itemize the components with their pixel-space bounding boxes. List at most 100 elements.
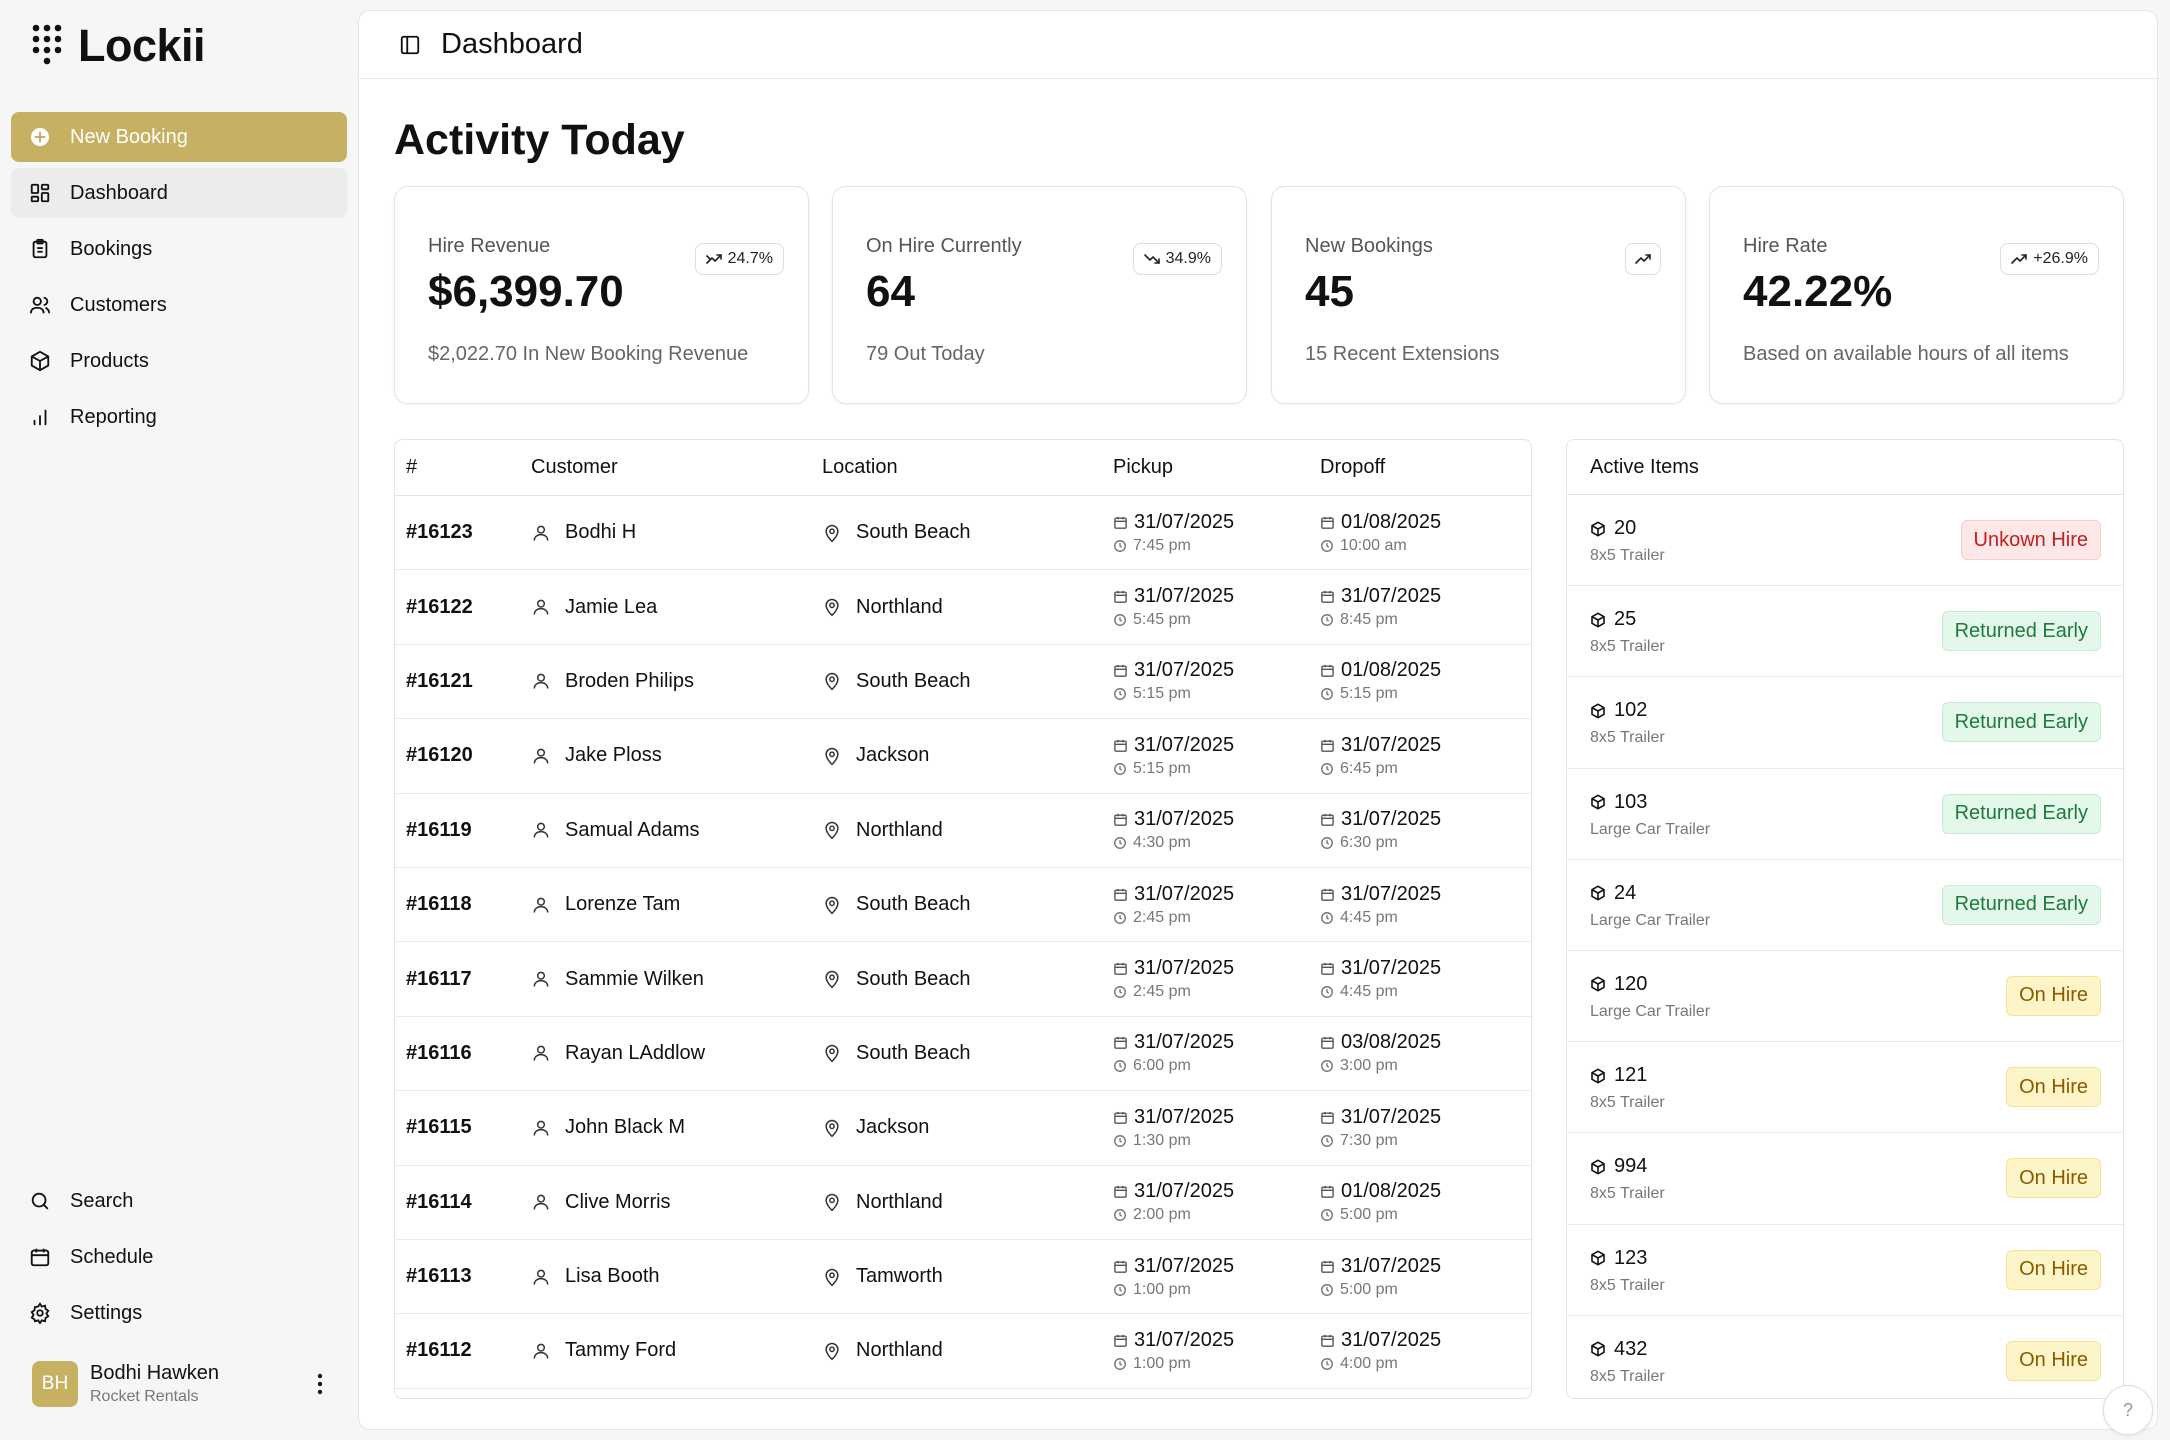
sidebar-item-reporting[interactable]: Reporting bbox=[11, 392, 347, 442]
customer-name[interactable]: Jamie Lea bbox=[565, 595, 658, 618]
list-item[interactable]: 994 8x5 Trailer On Hire bbox=[1567, 1133, 2123, 1225]
box-icon bbox=[1591, 1068, 1605, 1084]
dropoff-cell: 31/07/2025 4:45 pm bbox=[1320, 883, 1520, 927]
column-header-customer[interactable]: Customer bbox=[531, 456, 618, 478]
clock-icon bbox=[1321, 1283, 1333, 1296]
map-pin-icon bbox=[825, 1045, 839, 1063]
list-item[interactable]: 123 8x5 Trailer On Hire bbox=[1567, 1225, 2123, 1316]
list-item[interactable]: 120 Large Car Trailer On Hire bbox=[1567, 951, 2123, 1043]
sidebar-item-schedule[interactable]: Schedule bbox=[11, 1232, 347, 1282]
dropoff-date: 31/07/2025 bbox=[1341, 1254, 1442, 1277]
customer-name[interactable]: Jake Ploss bbox=[565, 744, 662, 767]
list-item[interactable]: 25 8x5 Trailer Returned Early bbox=[1567, 586, 2123, 678]
item-number-line: 24 bbox=[1590, 882, 1636, 905]
more-vertical-icon[interactable] bbox=[308, 1364, 332, 1404]
customer-name[interactable]: Clive Morris bbox=[565, 1190, 671, 1213]
table-row[interactable]: #16120 Jake Ploss Jackson 31/07/2025 5:1… bbox=[395, 719, 1531, 794]
box-icon bbox=[1591, 885, 1605, 901]
stat-label: On Hire Currently bbox=[866, 235, 1022, 257]
pickup-time-line: 2:00 pm bbox=[1113, 1206, 1320, 1224]
box-icon bbox=[1591, 703, 1605, 719]
help-button[interactable]: ? bbox=[2103, 1385, 2153, 1435]
box-icon bbox=[1591, 976, 1605, 992]
list-item[interactable]: 121 8x5 Trailer On Hire bbox=[1567, 1042, 2123, 1134]
column-header-id[interactable]: # bbox=[406, 456, 418, 478]
dropoff-time-line: 4:45 pm bbox=[1320, 909, 1520, 927]
item-number: 102 bbox=[1614, 699, 1648, 722]
calendar-icon bbox=[1321, 888, 1334, 901]
column-header-dropoff[interactable]: Dropoff bbox=[1320, 456, 1386, 478]
app-logo[interactable]: Lockii bbox=[32, 20, 206, 72]
dropoff-time: 4:45 pm bbox=[1340, 983, 1398, 1001]
table-row[interactable]: #16118 Lorenze Tam South Beach 31/07/202… bbox=[395, 868, 1531, 943]
sidebar-item-bookings[interactable]: Bookings bbox=[11, 224, 347, 274]
table-row[interactable]: #16122 Jamie Lea Northland 31/07/2025 5:… bbox=[395, 570, 1531, 645]
customer-name[interactable]: Lisa Booth bbox=[565, 1265, 660, 1288]
table-row[interactable]: #16117 Sammie Wilken South Beach 31/07/2… bbox=[395, 942, 1531, 1017]
location-cell: Northland bbox=[822, 819, 1113, 842]
customer-name[interactable]: John Black M bbox=[565, 1116, 686, 1139]
customer-name[interactable]: Rayan LAddlow bbox=[565, 1041, 706, 1064]
active-items-list: 20 8x5 Trailer Unkown Hire 25 8x5 Traile… bbox=[1567, 495, 2123, 1398]
dropoff-time-line: 5:00 pm bbox=[1320, 1281, 1520, 1299]
table-row[interactable]: #16112 Tammy Ford Northland 31/07/2025 1… bbox=[395, 1314, 1531, 1389]
calendar-icon bbox=[1321, 1260, 1334, 1273]
list-item[interactable]: 20 8x5 Trailer Unkown Hire bbox=[1567, 495, 2123, 587]
list-item[interactable]: 24 Large Car Trailer Returned Early bbox=[1567, 860, 2123, 951]
sidebar-item-dashboard[interactable]: Dashboard bbox=[11, 168, 347, 218]
sidebar-toggle-icon[interactable] bbox=[399, 34, 421, 56]
map-pin-icon bbox=[825, 822, 839, 840]
calendar-icon bbox=[1321, 1186, 1334, 1199]
sidebar-item-customers[interactable]: Customers bbox=[11, 280, 347, 330]
calendar-icon bbox=[1114, 1186, 1127, 1199]
calendar-icon bbox=[1114, 1111, 1127, 1124]
dropoff-time: 4:45 pm bbox=[1340, 908, 1398, 926]
list-item[interactable]: 102 8x5 Trailer Returned Early bbox=[1567, 677, 2123, 769]
customer-name[interactable]: Bodhi H bbox=[565, 521, 637, 544]
table-row[interactable]: #16115 John Black M Jackson 31/07/2025 1… bbox=[395, 1091, 1531, 1166]
pickup-cell: 31/07/2025 1:00 pm bbox=[1113, 1329, 1320, 1373]
customer-name[interactable]: Sammie Wilken bbox=[565, 967, 704, 990]
sidebar-item-search[interactable]: Search bbox=[11, 1176, 347, 1226]
stat-card-hire-rate: Hire Rate 42.22% Based on available hour… bbox=[1709, 186, 2124, 404]
pickup-time-line: 5:15 pm bbox=[1113, 685, 1320, 703]
stat-subtext: 15 Recent Extensions bbox=[1305, 343, 1500, 365]
clock-icon bbox=[1321, 688, 1333, 701]
dropoff-date-line: 31/07/2025 bbox=[1320, 1329, 1520, 1352]
location-cell: Jackson bbox=[822, 744, 1113, 767]
stat-value: $6,399.70 bbox=[428, 267, 624, 316]
customer-cell: Lisa Booth bbox=[531, 1265, 822, 1288]
table-row[interactable]: #16114 Clive Morris Northland 31/07/2025… bbox=[395, 1166, 1531, 1240]
logo-dots-icon bbox=[32, 24, 62, 65]
calendar-icon bbox=[1321, 814, 1334, 827]
customer-name[interactable]: Lorenze Tam bbox=[565, 893, 681, 916]
map-pin-icon bbox=[825, 1342, 839, 1361]
secondary-nav: Search Schedule Settings bbox=[11, 1176, 347, 1344]
pickup-date-line: 31/07/2025 bbox=[1113, 511, 1320, 534]
pickup-time: 1:30 pm bbox=[1133, 1131, 1191, 1149]
customer-name[interactable]: Broden Philips bbox=[565, 669, 694, 692]
list-item[interactable]: 103 Large Car Trailer Returned Early bbox=[1567, 769, 2123, 860]
table-row[interactable]: #16123 Bodhi H South Beach 31/07/2025 7:… bbox=[395, 496, 1531, 571]
dropoff-time-line: 10:00 am bbox=[1320, 537, 1520, 555]
user-menu[interactable]: BH Bodhi Hawken Rocket Rentals bbox=[32, 1358, 332, 1410]
table-row[interactable]: #16121 Broden Philips South Beach 31/07/… bbox=[395, 645, 1531, 720]
clock-icon bbox=[1114, 614, 1126, 627]
list-item[interactable]: 432 8x5 Trailer On Hire bbox=[1567, 1316, 2123, 1398]
sidebar-item-products[interactable]: Products bbox=[11, 336, 347, 386]
stat-value: 64 bbox=[866, 267, 915, 316]
table-row[interactable]: #16113 Lisa Booth Tamworth 31/07/2025 1:… bbox=[395, 1240, 1531, 1315]
customer-name[interactable]: Tammy Ford bbox=[565, 1339, 677, 1362]
location-cell: Northland bbox=[822, 1191, 1113, 1214]
new-booking-button[interactable]: New Booking bbox=[11, 112, 347, 162]
main-panel: Dashboard Activity Today Hire Revenue $6… bbox=[358, 10, 2158, 1430]
table-row[interactable]: #16119 Samual Adams Northland 31/07/2025… bbox=[395, 794, 1531, 868]
column-header-pickup[interactable]: Pickup bbox=[1113, 456, 1174, 478]
column-header-location[interactable]: Location bbox=[822, 456, 898, 478]
customer-cell: Tammy Ford bbox=[531, 1339, 822, 1362]
clock-icon bbox=[1114, 1283, 1126, 1296]
sidebar-item-settings[interactable]: Settings bbox=[11, 1288, 347, 1338]
clock-icon bbox=[1114, 762, 1126, 775]
table-row[interactable]: #16116 Rayan LAddlow South Beach 31/07/2… bbox=[395, 1017, 1531, 1092]
customer-name[interactable]: Samual Adams bbox=[565, 818, 700, 841]
